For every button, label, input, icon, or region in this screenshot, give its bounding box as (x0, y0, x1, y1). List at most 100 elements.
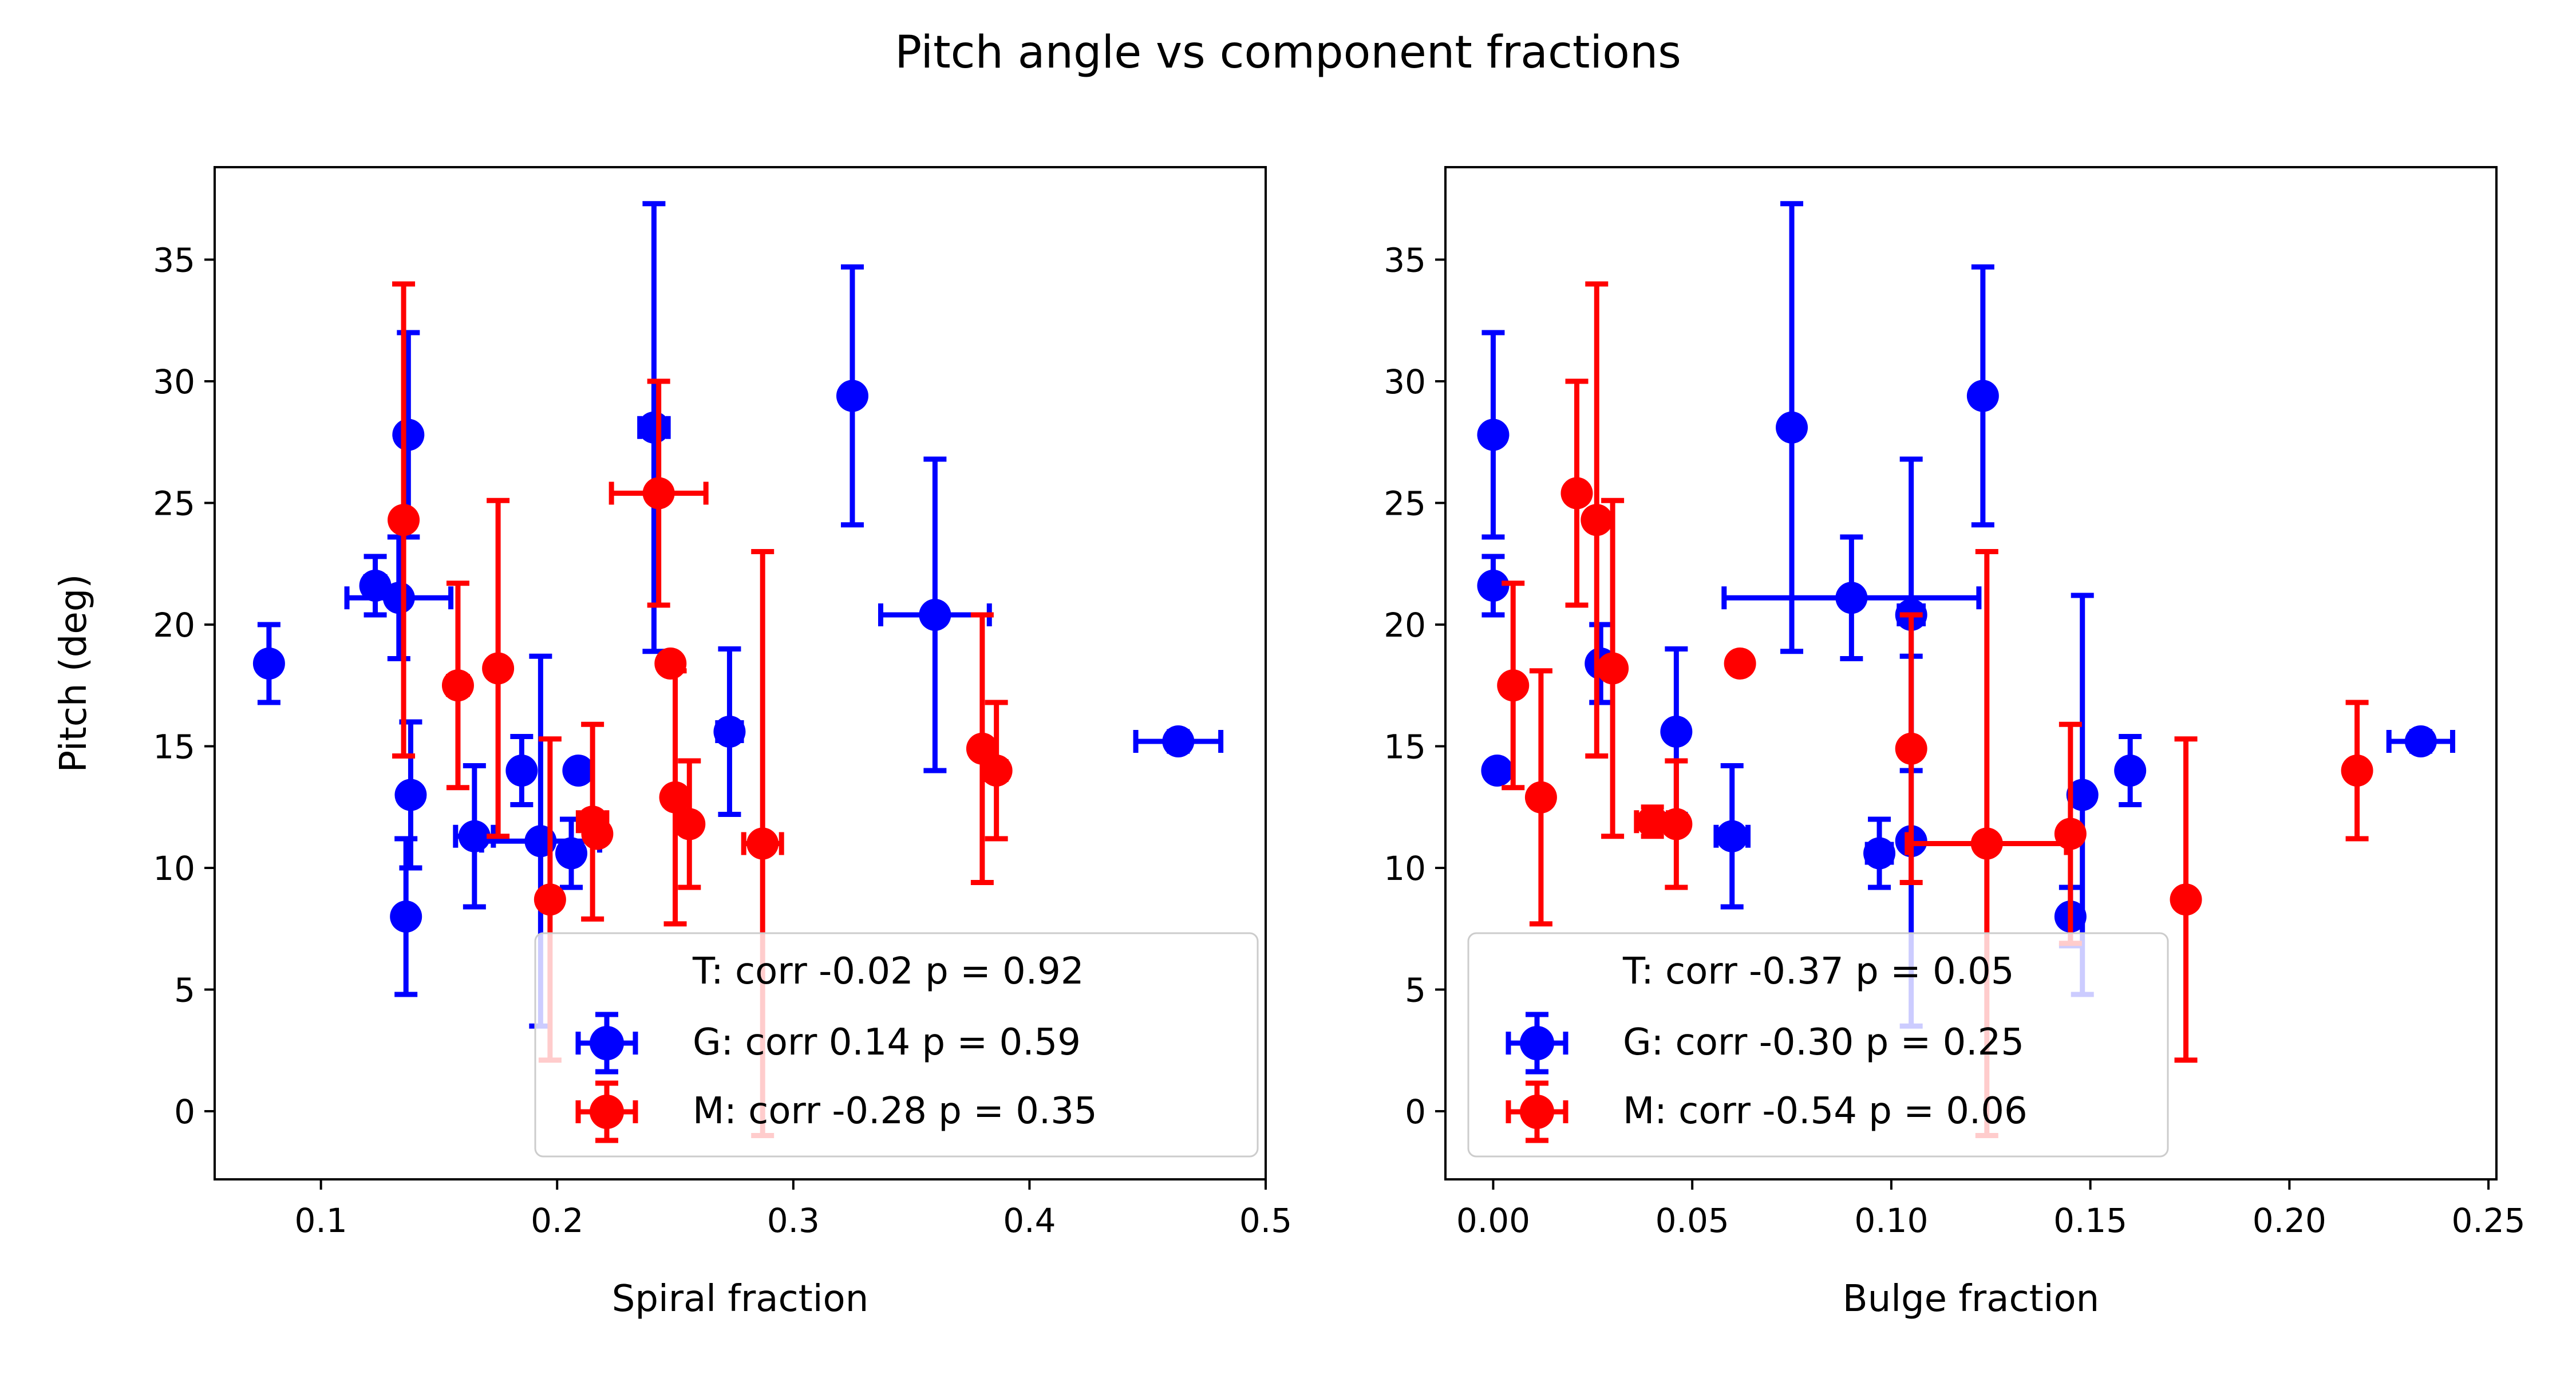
point-marker (1497, 669, 1530, 702)
panel-spiral-y-ticks: 0 5 10 15 20 25 30 35 (153, 241, 215, 1131)
point-marker (555, 837, 588, 870)
y-tick-label: 15 (1384, 728, 1426, 767)
point-marker (562, 755, 595, 787)
legend-entry-g: G: corr -0.30 p = 0.25 (1623, 1021, 2024, 1064)
data-point-m (2170, 736, 2202, 1063)
data-point-g (1721, 534, 1982, 661)
x-tick-label: 0.5 (1239, 1201, 1292, 1240)
y-tick-label: 5 (1405, 971, 1426, 1010)
x-tick-label: 0.20 (2253, 1201, 2326, 1240)
legend-entry-m: M: corr -0.54 p = 0.06 (1623, 1090, 2028, 1132)
point-marker (1636, 806, 1669, 838)
data-point-g (713, 646, 746, 817)
point-marker (394, 779, 427, 811)
point-marker (1597, 652, 1629, 685)
data-point-m (1560, 378, 1593, 608)
panel-spiral-ylabel: Pitch (deg) (53, 574, 95, 773)
point-marker (2404, 725, 2437, 757)
panel-bulge-frame (1444, 166, 2498, 1180)
data-point-m (1597, 498, 1629, 839)
data-point-g (505, 734, 538, 807)
point-marker (673, 808, 706, 840)
data-point-m (659, 668, 692, 927)
point-marker (458, 820, 491, 852)
point-marker (1716, 820, 1748, 852)
point-marker (2341, 755, 2373, 787)
panel-bulge: 0.00 0.05 0.10 0.15 0.20 0.25 05101520253035 … (1384, 166, 2526, 1320)
panel-bulge-xlabel: Bulge fraction (1843, 1278, 2099, 1320)
data-point-m (1581, 281, 1613, 759)
point-marker (1477, 418, 1510, 451)
point-marker (713, 716, 746, 748)
data-point-m (673, 758, 706, 890)
x-tick-label: 0.05 (1656, 1201, 1729, 1240)
panel-spiral-x-ticks: 0.1 0.2 0.3 0.4 0.5 (295, 1179, 1292, 1240)
point-marker (2066, 779, 2099, 811)
point-marker (1162, 725, 1195, 757)
point-marker (1724, 647, 1756, 680)
legend-marker-g (1506, 1012, 1568, 1075)
point-marker (980, 755, 1013, 787)
x-tick-label: 0.2 (531, 1201, 583, 1240)
data-point-m (609, 378, 709, 608)
point-marker (919, 599, 951, 631)
point-marker (1581, 504, 1613, 536)
point-marker (746, 827, 779, 860)
data-point-m (654, 647, 687, 680)
point-marker (392, 418, 425, 451)
data-point-m (2341, 700, 2373, 842)
data-point-g (390, 836, 422, 997)
point-marker (1560, 477, 1593, 510)
y-tick-label: 0 (1405, 1092, 1426, 1131)
data-point-g (555, 816, 588, 890)
point-marker (1477, 570, 1510, 602)
y-tick-label: 15 (153, 728, 195, 767)
data-point-m (1634, 804, 1671, 839)
data-point-m (581, 818, 614, 850)
data-point-g (1477, 554, 1510, 618)
y-tick-label: 30 (153, 362, 195, 401)
data-point-m (1524, 668, 1557, 927)
data-point-g (1776, 201, 1808, 654)
data-point-g (2114, 734, 2147, 807)
y-tick-label: 35 (1384, 241, 1426, 280)
data-point-m (1895, 612, 1927, 885)
point-marker (1966, 380, 1999, 412)
point-marker (2054, 818, 2087, 850)
data-point-g (359, 554, 392, 618)
point-marker (390, 901, 422, 933)
point-marker (1481, 755, 1514, 787)
y-tick-label: 30 (1384, 362, 1426, 401)
x-tick-label: 0.00 (1456, 1201, 1530, 1240)
data-point-g (344, 534, 454, 661)
x-tick-label: 0.10 (1854, 1201, 1928, 1240)
data-point-g (1481, 755, 1514, 787)
data-point-g (1713, 763, 1751, 910)
data-point-g (562, 755, 595, 787)
figure-title: Pitch angle vs component fractions (895, 27, 1681, 78)
y-tick-label: 5 (174, 971, 195, 1010)
data-point-g (1966, 264, 1999, 528)
data-point-g (1863, 816, 1896, 890)
panel-bulge-y-ticks: 0 5 10 15 20 25 30 35 (1384, 241, 1445, 1131)
y-tick-label: 20 (1384, 606, 1426, 645)
y-tick-label: 20 (153, 606, 195, 645)
point-marker (654, 647, 687, 680)
x-tick-label: 0.3 (767, 1201, 820, 1240)
panel-spiral-legend: T: corr -0.02 p = 0.92 G: corr 0.14 p = … (534, 932, 1259, 1158)
data-point-m (1724, 647, 1756, 680)
data-point-g (836, 264, 868, 528)
point-marker (1835, 582, 1868, 614)
data-point-m (980, 700, 1013, 842)
point-marker (1970, 827, 2003, 860)
point-marker (2170, 883, 2202, 916)
point-marker (482, 652, 515, 685)
point-marker (1863, 837, 1896, 870)
legend-box (534, 932, 1259, 1158)
point-marker (388, 504, 420, 536)
point-marker (659, 781, 692, 814)
legend-entry-g: G: corr 0.14 p = 0.59 (693, 1021, 1081, 1064)
y-tick-label: 25 (153, 484, 195, 523)
point-marker (1660, 808, 1693, 840)
